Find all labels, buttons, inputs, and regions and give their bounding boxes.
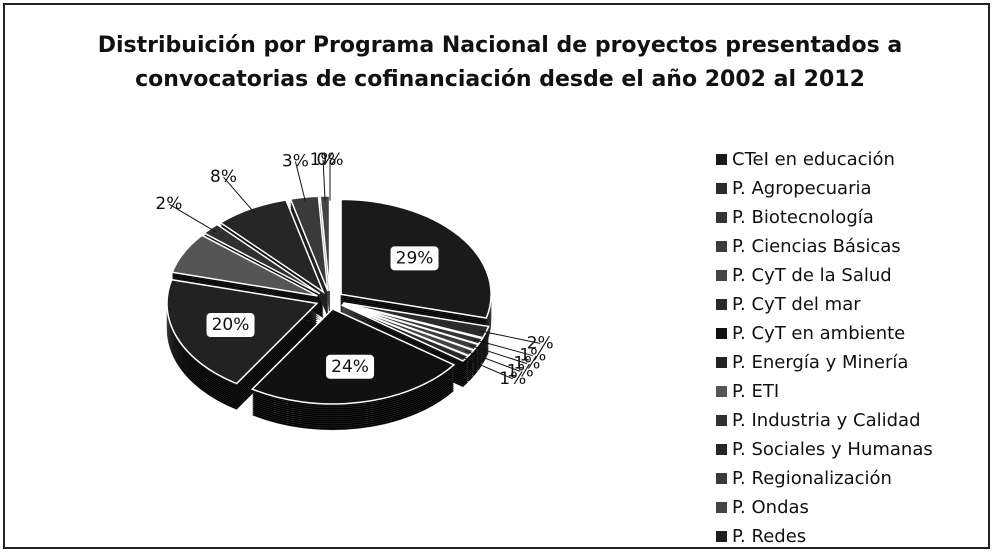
data-label: 2% — [155, 194, 182, 214]
data-label: 2% — [527, 333, 554, 353]
data-label: 24% — [331, 357, 369, 377]
legend-swatch — [716, 241, 727, 252]
legend-swatch — [716, 502, 727, 513]
legend-swatch — [716, 328, 727, 339]
label-bg — [326, 354, 375, 379]
legend-label: P. Agropecuaria — [732, 178, 872, 199]
frame — [3, 3, 990, 549]
data-label: 8% — [210, 167, 237, 187]
legend-swatch — [716, 386, 727, 397]
slice — [171, 234, 318, 297]
legend-label: P. Biotecnología — [732, 207, 874, 228]
data-label: 3% — [282, 152, 309, 172]
leader-line — [469, 344, 528, 365]
leader-line — [478, 330, 541, 344]
legend-label: P. Energía y Minería — [732, 352, 908, 373]
data-label: 29% — [396, 248, 434, 268]
legend-swatch — [716, 415, 727, 426]
legend-swatch — [716, 183, 727, 194]
legend-label: P. Redes — [732, 526, 806, 547]
label-bg — [206, 313, 255, 338]
legend-swatch — [716, 212, 727, 223]
leader-line — [168, 203, 217, 233]
data-label: 1% — [507, 361, 534, 381]
chart-title: convocatorias de cofinanciación desde el… — [135, 67, 865, 92]
legend-label: P. Ondas — [732, 497, 809, 518]
legend-swatch — [716, 357, 727, 368]
legend-label: P. CyT en ambiente — [732, 323, 905, 344]
legend-label: P. Ciencias Básicas — [732, 236, 901, 257]
legend-label: P. CyT de la Salud — [732, 265, 892, 286]
legend-swatch — [716, 154, 727, 165]
data-label: 0% — [317, 150, 344, 170]
legend-swatch — [716, 473, 727, 484]
legend-swatch — [716, 444, 727, 455]
legend-label: P. Regionalización — [732, 468, 892, 489]
data-label: 1% — [519, 346, 546, 366]
chart-title: Distribuición por Programa Nacional de p… — [98, 33, 903, 58]
legend-label: P. Industria y Calidad — [732, 410, 921, 431]
leader-line — [322, 159, 326, 201]
leader-line — [459, 355, 513, 380]
data-label: 1% — [513, 354, 540, 374]
legend-swatch — [716, 531, 727, 542]
data-label: 1% — [499, 369, 526, 389]
legend-swatch — [716, 270, 727, 281]
leader-line — [294, 161, 307, 202]
label-bg — [390, 246, 439, 271]
legend-label: P. CyT del mar — [732, 294, 861, 315]
data-label: 20% — [212, 315, 250, 335]
leader-line — [473, 338, 533, 357]
legend-swatch — [716, 299, 727, 310]
slice-side — [341, 310, 469, 368]
leader-line — [223, 176, 255, 214]
legend-label: P. ETI — [732, 381, 779, 402]
leader-line — [464, 350, 521, 372]
legend-label: P. Sociales y Humanas — [732, 439, 933, 460]
legend-label: CTeI en educación — [732, 149, 895, 170]
